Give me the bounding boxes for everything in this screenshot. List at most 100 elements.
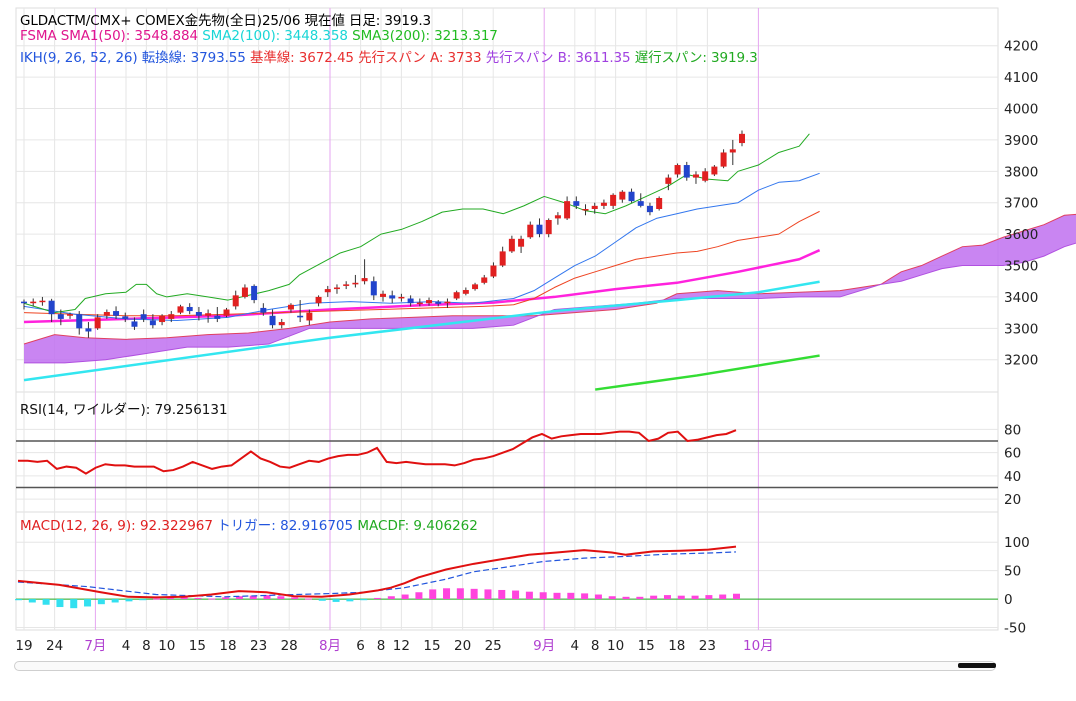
candle-up xyxy=(94,317,101,329)
candle-down xyxy=(683,165,690,178)
macdf-bar xyxy=(84,599,92,607)
price-tick-label: 4200 xyxy=(1004,39,1038,55)
x-tick-label: 23 xyxy=(699,638,716,654)
candle-up xyxy=(306,312,313,321)
candle-up xyxy=(619,191,626,200)
macdf-bar xyxy=(594,594,602,600)
price-tick-label: 4100 xyxy=(1004,70,1038,86)
candle-down xyxy=(536,224,543,235)
candle-up xyxy=(324,289,331,293)
span-a-line xyxy=(23,213,1076,345)
macdf-bar xyxy=(567,592,575,600)
macdf-bar xyxy=(249,595,257,600)
macdf-bar xyxy=(28,599,36,603)
sma2-legend: SMA2(100): 3448.358 xyxy=(202,28,348,44)
rsi-tick-label: 60 xyxy=(1004,446,1021,462)
candle-up xyxy=(692,174,699,178)
x-axis-ticks: 19 24 7月 4 8 10 15 18 23 28 8月 6 8 12 15 20 25 9月 4 8 10 15 18… xyxy=(15,638,773,654)
macdf-bar xyxy=(401,594,409,600)
macdf-bar xyxy=(346,599,354,602)
macdf-bar xyxy=(374,597,381,600)
price-tick-label: 3700 xyxy=(1004,196,1038,212)
candle-up xyxy=(67,314,74,316)
macdf-bar xyxy=(663,595,671,600)
candle-up xyxy=(665,177,672,184)
candle-down xyxy=(76,314,83,329)
sma1-legend: FSMA SMA1(50): 3548.884 xyxy=(20,28,198,44)
y-axis-ticks: 3200 3300 3400 3500 3600 3700 3800 3900 4000 4100… xyxy=(1004,39,1038,637)
macdf-bar xyxy=(498,589,506,600)
macdf-bar xyxy=(125,599,133,602)
candle-up xyxy=(720,152,727,167)
rsi-tick-label: 40 xyxy=(1004,469,1021,485)
x-tick-label: 10 xyxy=(158,638,175,654)
ichimoku-cloud xyxy=(23,213,1076,364)
macdf-bar xyxy=(153,598,161,600)
macdf-bar xyxy=(608,596,616,600)
rsi-line xyxy=(18,429,737,475)
candle-up xyxy=(674,165,681,175)
sma3-line xyxy=(595,354,820,391)
ikh-span-b-legend: 先行スパン B: 3611.35 xyxy=(485,50,631,66)
macdf-bar xyxy=(304,598,312,600)
candle-up xyxy=(168,314,175,319)
candle-up xyxy=(508,238,515,252)
price-tick-label: 3500 xyxy=(1004,259,1038,275)
price-tick-label: 3400 xyxy=(1004,290,1038,306)
candle-up xyxy=(380,293,386,297)
macdf-bar xyxy=(553,592,561,600)
candle-up xyxy=(453,292,460,299)
sma2-line xyxy=(23,280,820,382)
candle-up xyxy=(739,133,745,144)
ikh-chikou-legend: 遅行スパン: 3919.3 xyxy=(634,50,758,66)
price-tick-label: 3800 xyxy=(1004,164,1038,180)
candle-up xyxy=(223,309,230,316)
candle-up xyxy=(600,202,607,206)
rsi-tick-label: 80 xyxy=(1004,422,1021,438)
kijun-line xyxy=(23,210,820,317)
candle-up xyxy=(564,201,571,219)
candle-down xyxy=(149,320,156,326)
price-tick-label: 3200 xyxy=(1004,353,1038,369)
candle-down xyxy=(628,191,635,202)
x-tick-label: 19 xyxy=(15,638,32,654)
macdf-bar xyxy=(484,589,492,600)
candle-down xyxy=(140,314,147,319)
x-tick-label: 6 xyxy=(356,638,365,654)
candle-up xyxy=(398,296,405,299)
macdf-bar xyxy=(208,598,216,600)
candle-down xyxy=(48,300,55,315)
candle-up xyxy=(287,304,294,310)
candle-up xyxy=(554,215,561,219)
macdf-bar xyxy=(581,593,589,600)
candle-up xyxy=(30,301,37,304)
macdf-bar xyxy=(525,591,533,600)
x-tick-label: 10月 xyxy=(743,638,774,654)
macdf-bar xyxy=(97,599,105,605)
price-tick-label: 3300 xyxy=(1004,321,1038,337)
macdf-bar xyxy=(719,594,727,600)
chart-scrollbar[interactable] xyxy=(14,661,996,671)
trigger-label: トリガー: 82.916705 xyxy=(217,518,354,534)
indicator-lines xyxy=(23,133,821,391)
sma1-line xyxy=(23,249,821,324)
candle-down xyxy=(131,321,138,327)
x-tick-label: 8 xyxy=(377,638,386,654)
price-tick-label: 4000 xyxy=(1004,102,1038,118)
candle-down xyxy=(113,311,120,316)
x-tick-label: 12 xyxy=(393,638,410,654)
macdf-bar xyxy=(650,595,658,600)
macd-tick-label: 0 xyxy=(1004,592,1013,608)
candle-down xyxy=(646,205,653,213)
x-tick-label: 20 xyxy=(454,638,471,654)
macdf-label: MACDF: 9.406262 xyxy=(357,518,478,534)
candle-up xyxy=(545,219,552,235)
candle-up xyxy=(315,296,322,304)
candle-up xyxy=(656,198,663,209)
macdf-bar xyxy=(42,599,50,605)
scrollbar-thumb[interactable] xyxy=(958,663,996,668)
macdf-bar xyxy=(263,595,271,600)
x-tick-label: 8 xyxy=(591,638,600,654)
candle-up xyxy=(472,284,479,290)
